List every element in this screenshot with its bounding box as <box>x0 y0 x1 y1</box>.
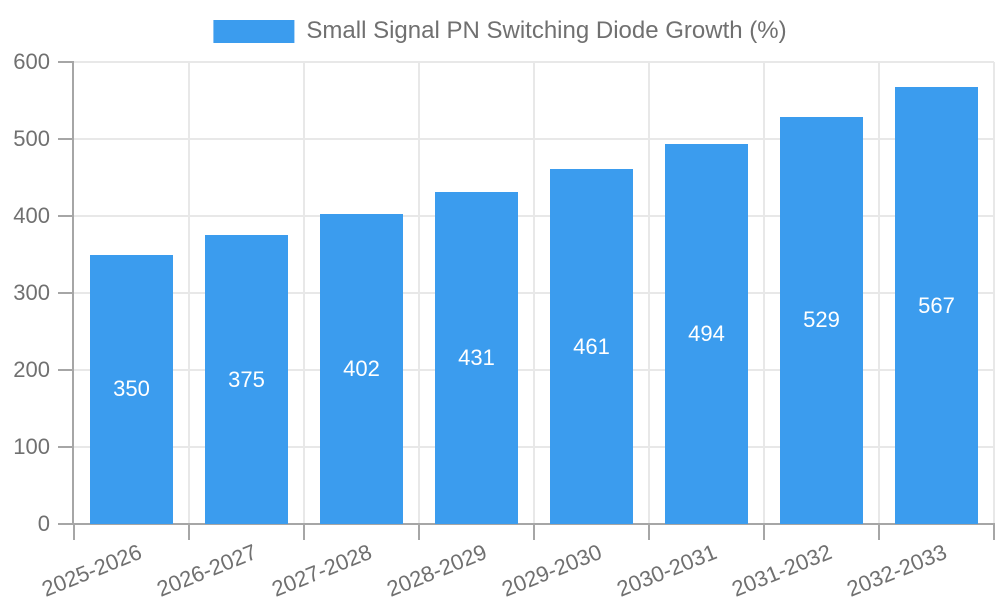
y-tick-label: 400 <box>13 203 50 228</box>
x-tick-label: 2030-2031 <box>613 539 721 600</box>
y-tick-mark <box>58 523 74 525</box>
bar[interactable]: 375 <box>205 235 288 524</box>
y-tick-mark <box>58 138 74 140</box>
bar-value-label: 567 <box>918 292 955 318</box>
x-tick-label: 2026-2027 <box>153 539 261 600</box>
bar[interactable]: 402 <box>320 214 403 524</box>
x-tick-mark <box>993 523 995 540</box>
bar[interactable]: 529 <box>780 116 863 524</box>
x-tick-mark <box>533 523 535 540</box>
y-tick-label: 100 <box>13 434 50 459</box>
y-tick-mark <box>58 215 74 217</box>
y-tick-label: 600 <box>13 49 50 74</box>
bar[interactable]: 431 <box>435 192 518 524</box>
y-tick-label: 500 <box>13 126 50 151</box>
y-tick-label: 200 <box>13 357 50 382</box>
x-tick-label: 2031-2032 <box>728 539 836 600</box>
y-tick-mark <box>58 292 74 294</box>
bar-value-label: 375 <box>228 366 265 392</box>
y-tick-label: 0 <box>37 511 50 536</box>
x-tick-label: 2029-2030 <box>498 539 606 600</box>
x-tick-label: 2028-2029 <box>383 539 491 600</box>
bar-value-label: 402 <box>343 356 380 382</box>
x-tick-mark <box>73 523 75 540</box>
bar-value-label: 461 <box>573 333 610 359</box>
x-tick-label: 2025-2026 <box>38 539 146 600</box>
x-tick-mark <box>303 523 305 540</box>
legend-swatch-icon <box>213 19 295 43</box>
gridline-vertical <box>188 62 190 524</box>
y-tick-mark <box>58 61 74 63</box>
gridline-vertical <box>648 62 650 524</box>
x-tick-mark <box>763 523 765 540</box>
legend-item[interactable]: Small Signal PN Switching Diode Growth (… <box>213 17 787 44</box>
gridline-vertical <box>303 62 305 524</box>
gridline-vertical <box>878 62 880 524</box>
bar-value-label: 431 <box>458 345 495 371</box>
x-tick-label: 2032-2033 <box>843 539 951 600</box>
x-tick-mark <box>188 523 190 540</box>
legend-label: Small Signal PN Switching Diode Growth (… <box>306 17 787 44</box>
bar-value-label: 494 <box>688 320 725 346</box>
x-tick-mark <box>878 523 880 540</box>
y-tick-mark <box>58 446 74 448</box>
x-tick-mark <box>648 523 650 540</box>
gridline-vertical <box>763 62 765 524</box>
bar[interactable]: 461 <box>550 169 633 524</box>
gridline-vertical <box>993 62 995 524</box>
y-tick-mark <box>58 369 74 371</box>
bar[interactable]: 350 <box>90 254 173 524</box>
y-tick-label: 300 <box>13 280 50 305</box>
x-tick-mark <box>418 523 420 540</box>
gridline-vertical <box>418 62 420 524</box>
bar[interactable]: 567 <box>895 87 978 524</box>
bar-value-label: 529 <box>803 307 840 333</box>
bar[interactable]: 494 <box>665 143 748 524</box>
bar-value-label: 350 <box>113 376 150 402</box>
gridline-vertical <box>533 62 535 524</box>
x-tick-label: 2027-2028 <box>268 539 376 600</box>
